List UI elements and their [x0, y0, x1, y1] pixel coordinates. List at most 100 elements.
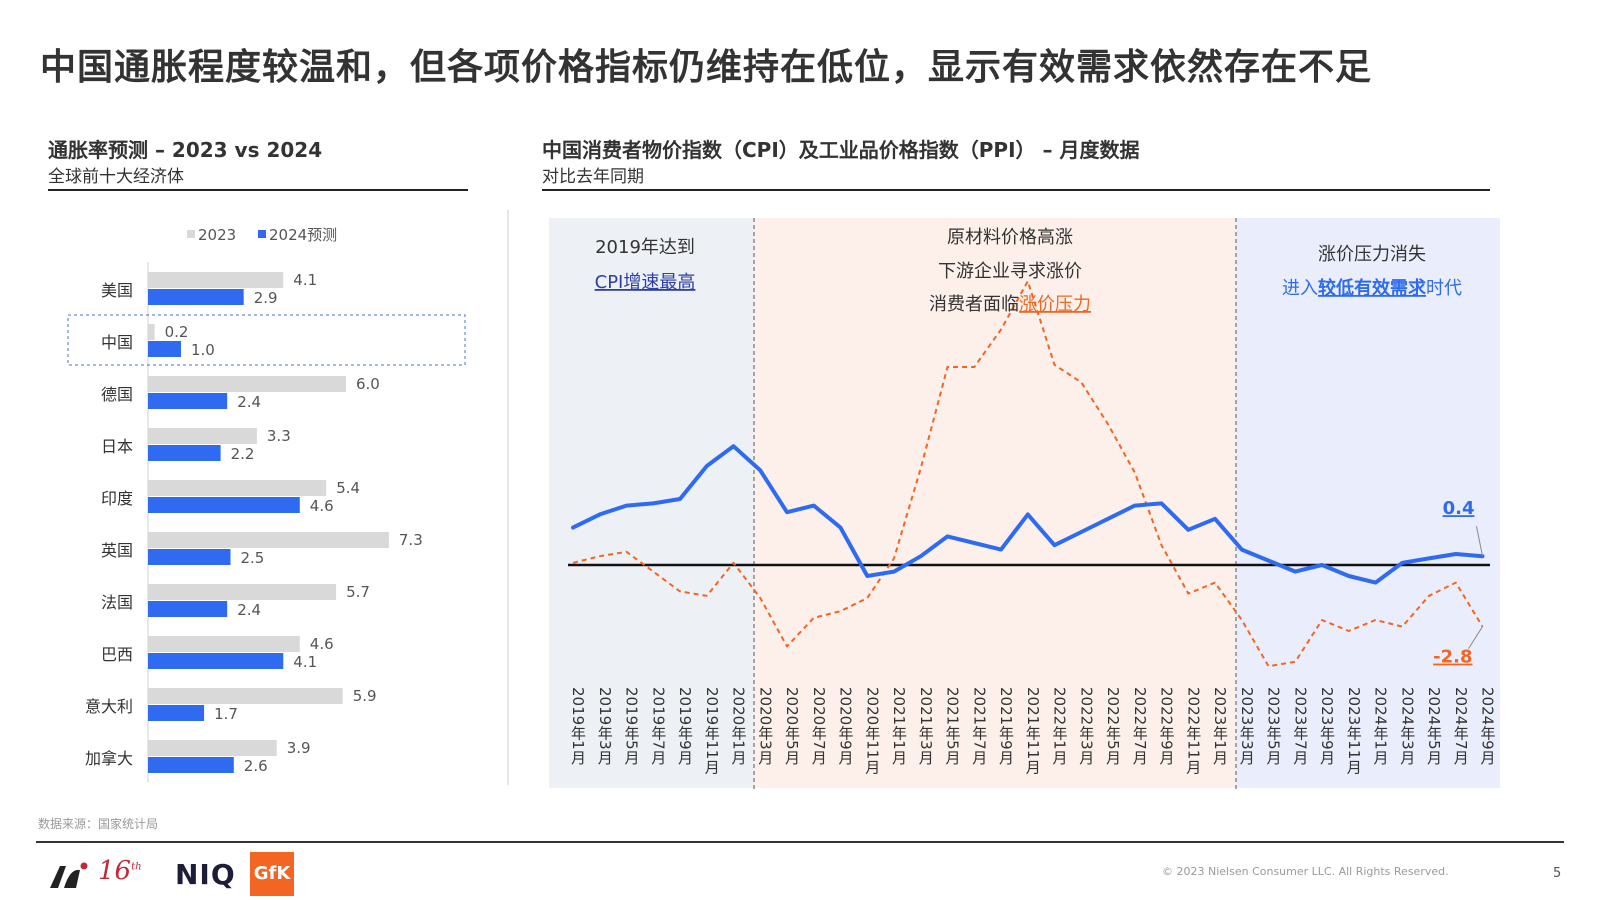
- bar-2024-value: 2.2: [231, 445, 255, 463]
- annotation-2019-line1: 2019年达到: [595, 237, 695, 258]
- bar-2024: [148, 497, 300, 513]
- right-title-rule: [542, 189, 1490, 191]
- bar-2024-value: 2.4: [237, 601, 261, 619]
- bar-2024: [148, 393, 228, 409]
- bar-2023: [148, 740, 277, 756]
- bar-category-label: 德国: [101, 385, 133, 404]
- cpi-last-label: 0.4: [1443, 498, 1475, 519]
- x-tick-label: 2023年3月: [1238, 687, 1256, 766]
- bar-2024: [148, 653, 284, 669]
- bar-2023-value: 4.1: [293, 271, 317, 289]
- bar-category-label: 中国: [101, 333, 133, 352]
- zone-band: [1236, 218, 1500, 788]
- legend-label-2024: 2024预测: [269, 226, 337, 244]
- x-tick-label: 2024年1月: [1372, 687, 1390, 766]
- bar-2024-value: 2.4: [237, 393, 261, 411]
- bar-2024: [148, 341, 181, 357]
- bar-2024: [148, 705, 205, 721]
- x-tick-label: 2023年5月: [1265, 687, 1283, 766]
- logo-16th: 16th: [98, 856, 142, 886]
- x-tick-label: 2022年11月: [1184, 687, 1202, 775]
- x-tick-label: 2024年5月: [1425, 687, 1443, 766]
- x-tick-label: 2023年7月: [1291, 687, 1309, 766]
- ppi-last-label: -2.8: [1433, 647, 1472, 668]
- x-tick-label: 2020年11月: [863, 687, 881, 775]
- bar-2024-value: 2.9: [254, 289, 278, 307]
- right-chart-title: 中国消费者物价指数（CPI）及工业品价格指数（PPI） – 月度数据: [542, 138, 1140, 162]
- bar-2024-value: 4.6: [310, 497, 334, 515]
- bar-2024: [148, 549, 231, 565]
- bar-2023-value: 7.3: [399, 531, 423, 549]
- x-tick-label: 2024年3月: [1398, 687, 1416, 766]
- x-tick-label: 2021年1月: [890, 687, 908, 766]
- bar-2023: [148, 688, 343, 704]
- copyright: © 2023 Nielsen Consumer LLC. All Rights …: [1162, 865, 1449, 878]
- left-title-rule: [48, 189, 468, 191]
- x-tick-label: 2021年3月: [917, 687, 935, 766]
- x-tick-label: 2019年3月: [596, 687, 614, 766]
- bar-2024: [148, 757, 234, 773]
- bar-2023: [148, 324, 155, 340]
- bar-2023-value: 5.4: [336, 479, 360, 497]
- bar-2023: [148, 636, 300, 652]
- bar-2024-value: 2.5: [241, 549, 265, 567]
- x-tick-label: 2020年1月: [730, 687, 748, 766]
- x-tick-label: 2022年5月: [1104, 687, 1122, 766]
- x-tick-label: 2021年7月: [970, 687, 988, 766]
- bar-2024-value: 1.7: [214, 705, 238, 723]
- right-chart-subtitle: 对比去年同期: [542, 167, 644, 187]
- x-tick-label: 2020年5月: [783, 687, 801, 766]
- bar-2024-value: 1.0: [191, 341, 215, 359]
- bar-2024-value: 4.1: [293, 653, 317, 671]
- legend-label-2023: 2023: [198, 226, 236, 244]
- legend-swatch-2024: [258, 230, 266, 238]
- bar-2023: [148, 480, 327, 496]
- annotation-price-pressure: 涨价压力: [1019, 294, 1091, 315]
- x-tick-label: 2023年11月: [1345, 687, 1363, 775]
- bar-2024: [148, 445, 221, 461]
- annotation-zone3-line1: 涨价压力消失: [1318, 244, 1426, 265]
- bar-2023: [148, 376, 346, 392]
- legend-swatch-2023: [187, 230, 195, 238]
- bar-2023-value: 3.9: [287, 739, 311, 757]
- bar-category-label: 加拿大: [85, 749, 133, 768]
- bar-2023-value: 4.6: [310, 635, 334, 653]
- bar-category-label: 巴西: [101, 645, 133, 664]
- logo-niq: NIQ: [175, 858, 236, 891]
- footer-rule: [36, 841, 1564, 843]
- bar-2023-value: 5.7: [346, 583, 370, 601]
- logo-gfk: GfK: [250, 852, 294, 896]
- page-title: 中国通胀程度较温和，但各项价格指标仍维持在低位，显示有效需求依然存在不足: [40, 47, 1373, 88]
- bar-2023-value: 6.0: [356, 375, 380, 393]
- x-tick-label: 2019年11月: [703, 687, 721, 775]
- x-tick-label: 2023年1月: [1211, 687, 1229, 766]
- bar-2023: [148, 428, 257, 444]
- x-tick-label: 2022年7月: [1131, 687, 1149, 766]
- bar-category-label: 意大利: [85, 697, 133, 716]
- x-tick-label: 2020年9月: [837, 687, 855, 766]
- bar-category-label: 英国: [101, 541, 133, 560]
- x-tick-label: 2023年9月: [1318, 687, 1336, 766]
- cpi-series-line: [571, 444, 1485, 585]
- x-tick-label: 2019年7月: [649, 687, 667, 766]
- x-tick-label: 2024年9月: [1479, 687, 1497, 766]
- highlight-box: [67, 314, 466, 366]
- x-tick-label: 2020年3月: [756, 687, 774, 766]
- annotation-zone2-line3: 消费者面临涨价压力: [929, 294, 1091, 315]
- annotation-zone2-line1: 原材料价格高涨: [947, 227, 1073, 248]
- bar-category-label: 日本: [101, 437, 133, 456]
- bar-category-label: 印度: [101, 489, 133, 508]
- left-chart-subtitle: 全球前十大经济体: [48, 167, 184, 187]
- x-tick-label: 2019年1月: [569, 687, 587, 766]
- bar-2023-value: 3.3: [267, 427, 291, 445]
- x-tick-label: 2024年7月: [1452, 687, 1470, 766]
- x-tick-label: 2020年7月: [810, 687, 828, 766]
- bar-2023: [148, 584, 337, 600]
- x-tick-label: 2019年9月: [676, 687, 694, 766]
- bar-2024-value: 2.6: [244, 757, 268, 775]
- bar-2023: [148, 272, 284, 288]
- annotation-low-demand: 较低有效需求: [1318, 277, 1427, 299]
- left-chart-title: 通胀率预测 – 2023 vs 2024: [48, 138, 323, 162]
- x-tick-label: 2022年1月: [1051, 687, 1069, 766]
- panel-divider: [507, 210, 509, 785]
